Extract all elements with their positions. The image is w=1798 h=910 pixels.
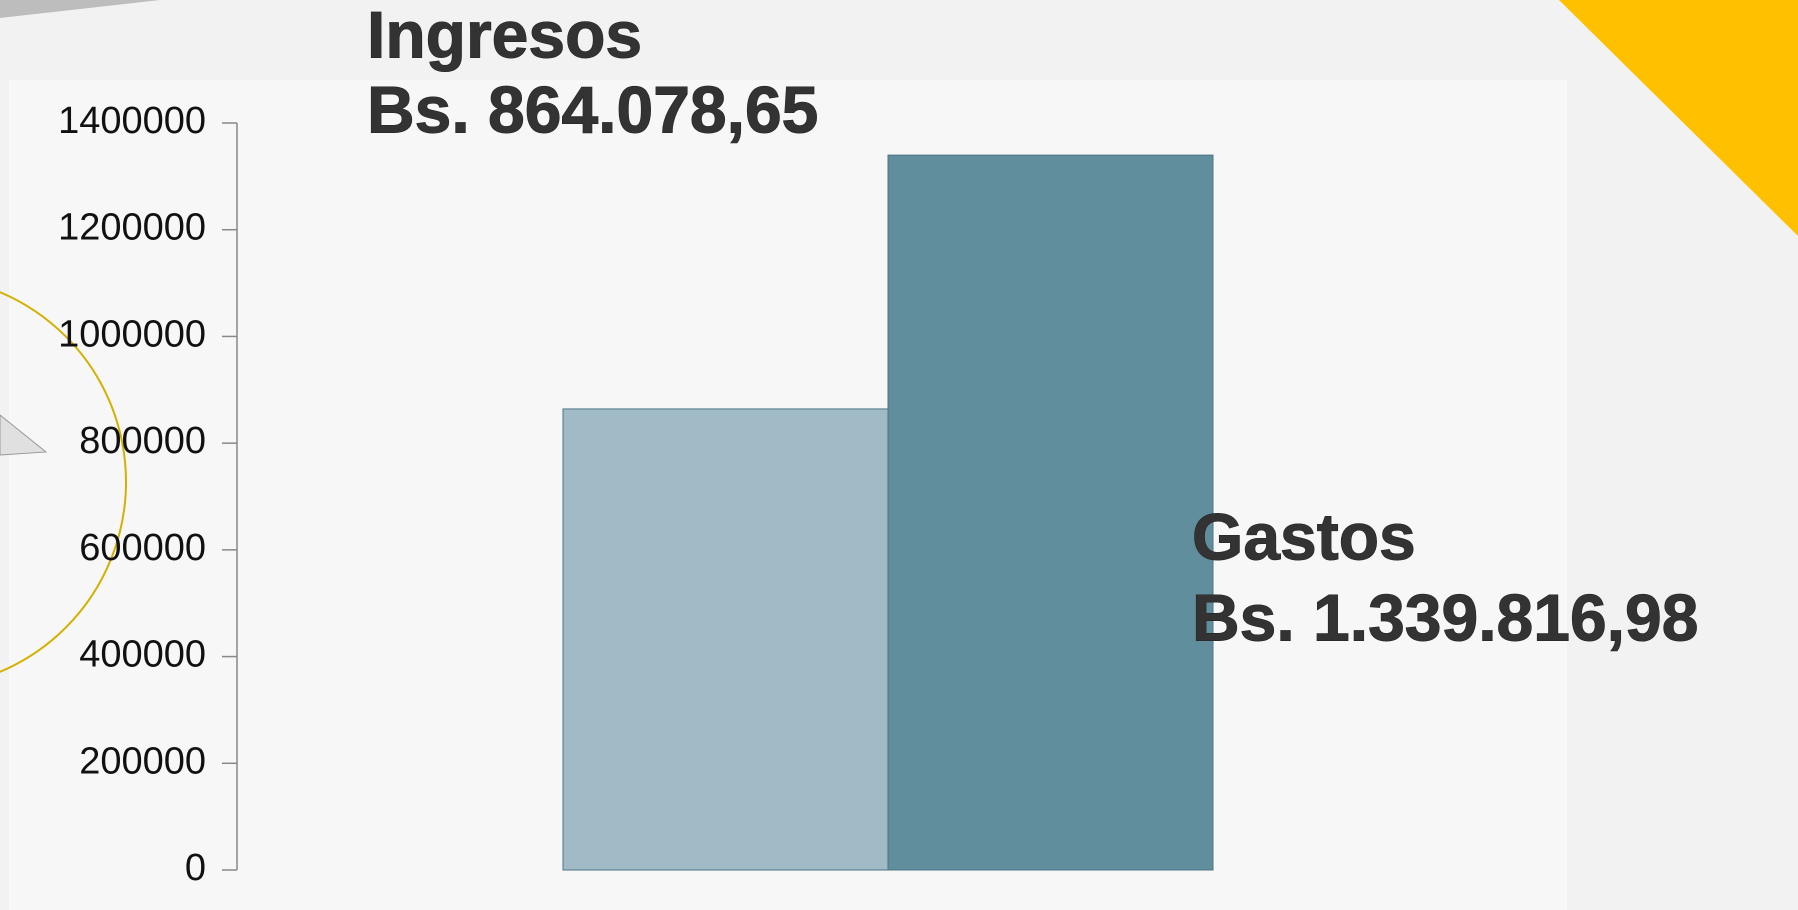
bar	[887, 154, 1214, 871]
y-tick-label: 800000	[79, 420, 206, 462]
decor-shape	[0, 0, 160, 18]
bar	[562, 408, 889, 871]
decor-shape	[0, 414, 48, 456]
y-tick-label: 1400000	[58, 100, 206, 142]
y-tick-label: 600000	[79, 527, 206, 569]
y-tick-label: 400000	[79, 634, 206, 676]
y-tick-label: 1200000	[58, 207, 206, 249]
y-tick-label: 1000000	[58, 313, 206, 355]
value-label: Bs. 864.078,65	[367, 72, 818, 146]
value-label: Bs. 1.339.816,98	[1192, 580, 1698, 654]
y-tick-label: 200000	[79, 740, 206, 782]
y-tick-label: 0	[185, 847, 206, 889]
category-label: Ingresos	[367, 0, 642, 71]
decor-triangle	[1559, 0, 1798, 236]
category-label: Gastos	[1192, 499, 1416, 573]
decor-circle	[0, 291, 127, 673]
